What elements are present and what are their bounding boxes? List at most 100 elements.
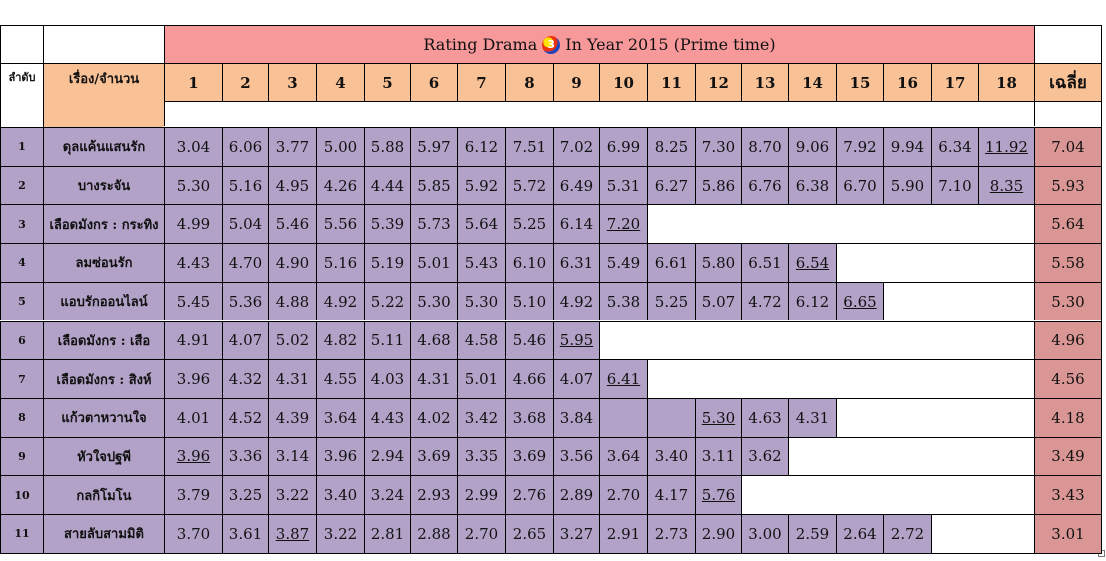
header-episode-13: 13 xyxy=(741,63,788,101)
header-episode-3: 3 xyxy=(268,63,316,101)
rating-cell: 5.16 xyxy=(222,165,268,205)
row-drama-name: บางระจัน xyxy=(43,165,164,205)
rating-cell: 5.38 xyxy=(599,281,647,321)
empty-area xyxy=(599,320,1034,360)
row-rank: 3 xyxy=(0,204,43,244)
rating-cell: 8.35 xyxy=(978,165,1034,205)
rating-cell: 5.49 xyxy=(599,243,647,282)
rating-cell: 4.72 xyxy=(741,281,788,321)
rating-cell: 6.38 xyxy=(788,165,836,205)
header-rank: ลำดับ xyxy=(0,63,43,127)
row-drama-name: แก้วตาหวานใจ xyxy=(43,397,164,437)
rating-cell: 5.01 xyxy=(457,359,505,398)
rating-cell: 6.10 xyxy=(505,243,553,282)
row-rank: 9 xyxy=(0,436,43,476)
header-episode-10: 10 xyxy=(599,63,647,101)
rating-cell: 6.41 xyxy=(599,359,647,398)
rating-cell: 2.81 xyxy=(364,514,410,553)
rating-cell: 5.90 xyxy=(883,165,931,205)
header-name: เรื่อง/จำนวน xyxy=(43,63,164,127)
rating-cell: 3.14 xyxy=(268,436,316,476)
row-drama-name: เลือดมังกร : กระทิง xyxy=(43,204,164,244)
rating-cell: 6.14 xyxy=(553,204,599,244)
rating-cell: 2.89 xyxy=(553,475,599,514)
rating-cell: 3.87 xyxy=(268,514,316,553)
rating-cell: 6.27 xyxy=(647,165,695,205)
rating-cell: 4.31 xyxy=(268,359,316,398)
rating-cell: 5.11 xyxy=(364,320,410,360)
rating-cell: 6.12 xyxy=(457,127,505,166)
row-rank: 5 xyxy=(0,281,43,321)
header-episode-8: 8 xyxy=(505,63,553,101)
rating-cell: 9.06 xyxy=(788,127,836,166)
rating-cell: 6.54 xyxy=(788,243,836,282)
header-episode-1: 1 xyxy=(164,63,222,101)
empty-area xyxy=(883,281,1034,321)
rating-cell: 3.96 xyxy=(164,359,222,398)
blank-cell-left xyxy=(0,25,43,63)
rating-cell: 3.40 xyxy=(316,475,364,514)
rating-cell: 4.66 xyxy=(505,359,553,398)
rating-cell: 5.86 xyxy=(695,165,741,205)
rating-cell: 5.00 xyxy=(316,127,364,166)
rating-cell: 3.04 xyxy=(164,127,222,166)
rating-cell: 4.31 xyxy=(788,397,836,437)
rating-cell: 6.99 xyxy=(599,127,647,166)
rating-cell: 3.22 xyxy=(268,475,316,514)
rating-cell: 6.31 xyxy=(553,243,599,282)
row-drama-name: สายลับสามมิติ xyxy=(43,514,164,553)
rating-cell: 3.77 xyxy=(268,127,316,166)
rating-cell: 2.94 xyxy=(364,436,410,476)
rating-cell: 7.92 xyxy=(836,127,883,166)
blank-cell-name xyxy=(43,25,164,63)
row-average: 3.49 xyxy=(1034,436,1101,476)
header-spacer xyxy=(164,101,1034,126)
rating-cell: 4.02 xyxy=(410,397,457,437)
empty-area xyxy=(647,359,1034,398)
rating-cell: 3.69 xyxy=(505,436,553,476)
rating-cell: 5.30 xyxy=(410,281,457,321)
rating-cell: 4.58 xyxy=(457,320,505,360)
rating-cell: 4.70 xyxy=(222,243,268,282)
rating-cell: 2.70 xyxy=(457,514,505,553)
rating-cell: 8.25 xyxy=(647,127,695,166)
row-drama-name: แอบรักออนไลน์ xyxy=(43,281,164,321)
header-episode-15: 15 xyxy=(836,63,883,101)
rating-cell: 4.39 xyxy=(268,397,316,437)
logo-number: 3 xyxy=(547,38,556,51)
rating-cell: 9.94 xyxy=(883,127,931,166)
rating-cell xyxy=(647,397,695,437)
rating-cell: 3.11 xyxy=(695,436,741,476)
rating-cell: 3.40 xyxy=(647,436,695,476)
channel-logo-icon: 3 xyxy=(542,35,561,54)
rating-cell: 2.73 xyxy=(647,514,695,553)
rating-cell: 5.64 xyxy=(457,204,505,244)
header-episode-2: 2 xyxy=(222,63,268,101)
rating-cell: 4.07 xyxy=(222,320,268,360)
rating-cell: 2.99 xyxy=(457,475,505,514)
rating-cell: 6.06 xyxy=(222,127,268,166)
row-rank: 1 xyxy=(0,127,43,166)
rating-cell: 3.68 xyxy=(505,397,553,437)
rating-cell: 2.90 xyxy=(695,514,741,553)
rating-cell: 3.22 xyxy=(316,514,364,553)
rating-cell: 7.02 xyxy=(553,127,599,166)
rating-cell: 3.69 xyxy=(410,436,457,476)
rating-cell: 3.84 xyxy=(553,397,599,437)
rating-cell: 7.10 xyxy=(931,165,978,205)
empty-area xyxy=(647,204,1034,244)
rating-cell: 5.10 xyxy=(505,281,553,321)
rating-cell: 4.31 xyxy=(410,359,457,398)
rating-cell: 2.93 xyxy=(410,475,457,514)
rating-cell: 5.30 xyxy=(457,281,505,321)
rating-cell: 3.24 xyxy=(364,475,410,514)
rating-cell: 6.34 xyxy=(931,127,978,166)
row-average: 4.18 xyxy=(1034,397,1101,437)
row-average: 5.93 xyxy=(1034,165,1101,205)
rating-cell: 6.51 xyxy=(741,243,788,282)
rating-cell: 4.88 xyxy=(268,281,316,321)
rating-cell: 3.96 xyxy=(164,436,222,476)
header-spacer-avg xyxy=(1034,101,1101,126)
rating-cell: 4.01 xyxy=(164,397,222,437)
